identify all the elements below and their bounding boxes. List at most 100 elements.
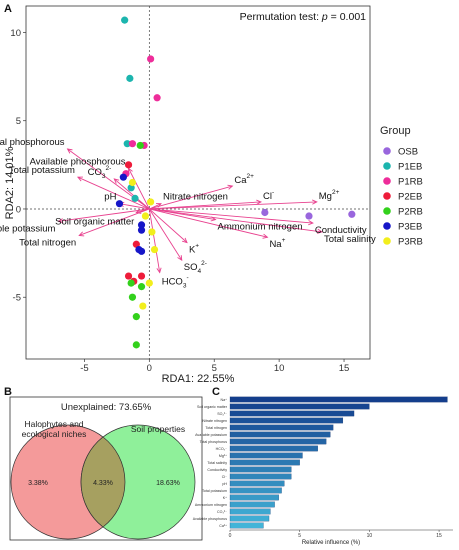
- vector-arrow: [148, 208, 161, 273]
- influence-bar: [229, 480, 285, 487]
- sample-point: [115, 200, 124, 208]
- rda-plot-frame: [25, 5, 371, 360]
- venn-value-soil-only: 18.63%: [156, 480, 180, 487]
- bar-category-label: Na⁺: [221, 398, 228, 402]
- venn-set-label-soil: Soil properties: [131, 424, 185, 434]
- vector-arrow: [149, 208, 313, 224]
- legend-swatch: [383, 207, 391, 215]
- sample-point: [148, 228, 156, 236]
- sample-point: [124, 161, 133, 169]
- influence-bar: [229, 438, 327, 445]
- sample-point: [126, 74, 134, 82]
- vector-arrow: [149, 201, 317, 210]
- bar-x-tick-label: 0: [229, 533, 232, 539]
- bar-items: Na⁺ Soil organic matter SO₄²⁻ Nitrate nitro…: [193, 396, 448, 529]
- vector-label: Total potassium: [9, 165, 75, 176]
- sample-point: [305, 212, 313, 220]
- sample-point: [261, 208, 269, 217]
- rda-vectors: [57, 148, 323, 274]
- vector-label: HCO3-: [162, 275, 189, 290]
- bar-category-label: Total potassium: [202, 489, 227, 493]
- vector-arrowhead: [177, 255, 183, 262]
- vector-label: Total phosphorous: [0, 137, 65, 148]
- vector-label: CO32-: [88, 165, 112, 180]
- bar-category-label: Conductivity: [207, 468, 227, 472]
- sample-point: [128, 140, 137, 148]
- vector-arrow: [128, 168, 150, 210]
- influence-bar: [229, 487, 282, 494]
- influence-bar: [229, 508, 271, 515]
- vector-arrow: [79, 208, 150, 236]
- bar-category-label: HCO₃⁻: [216, 447, 227, 451]
- vector-label: Soil organic matter: [55, 217, 134, 228]
- bar-x-tick-label: 15: [436, 533, 442, 539]
- vector-arrowhead: [182, 237, 188, 244]
- influence-bar: [229, 473, 292, 480]
- vector-label: Nitrate nitrogen: [163, 192, 228, 203]
- rda-x-axis-label: RDA1: 22.55%: [162, 373, 235, 385]
- vector-arrowhead: [227, 184, 234, 190]
- influence-bar: [229, 466, 292, 473]
- sample-point: [128, 178, 137, 187]
- vector-arrow: [149, 208, 188, 243]
- legend-entry: P3EB: [398, 221, 422, 232]
- sample-point: [141, 212, 150, 220]
- y-tick-label: 0: [16, 204, 21, 215]
- legend-swatch: [383, 222, 391, 230]
- bar-category-label: pH: [222, 482, 227, 486]
- bar-category-label: Nitrate nitrogen: [202, 419, 227, 423]
- vector-label: Na+: [269, 237, 285, 250]
- vector-arrow: [77, 176, 150, 210]
- x-tick-label: 10: [274, 363, 285, 374]
- vector-arrowhead: [156, 267, 162, 274]
- panel-c-label: C: [212, 386, 220, 398]
- sample-point: [132, 313, 140, 321]
- influence-bar: [229, 494, 279, 501]
- venn-diagram: Unexplained: 73.65% Halophytes and ecolog…: [9, 396, 203, 541]
- vector-arrowhead: [113, 178, 120, 184]
- vector-label: Mg2+: [319, 189, 340, 202]
- vector-arrowhead: [308, 220, 314, 226]
- sample-point: [124, 272, 133, 280]
- sample-point: [123, 140, 131, 148]
- vector-arrowhead: [317, 228, 323, 234]
- venn-frame: [9, 396, 203, 541]
- sample-point: [137, 283, 146, 291]
- sample-point: [132, 341, 140, 349]
- vector-label: Ca2+: [234, 173, 254, 186]
- legend-entry: P3RB: [398, 236, 423, 247]
- vector-label: Cl-: [263, 189, 274, 202]
- vector-arrow: [149, 185, 233, 210]
- y-tick-label: 5: [16, 116, 21, 127]
- vector-arrow: [148, 208, 183, 261]
- legend-swatch: [383, 237, 391, 245]
- venn-intersection: [80, 436, 126, 528]
- vector-arrowhead: [78, 231, 85, 237]
- bar-category-label: Cl⁻: [222, 475, 227, 479]
- influence-bar: [229, 410, 355, 417]
- venn-value-halophytes-only: 3.38%: [28, 480, 48, 487]
- vector-label: Available phosphorous: [30, 156, 126, 167]
- bar-category-label: CO₃²⁻: [217, 510, 227, 514]
- legend-entry: P2EB: [398, 191, 422, 202]
- y-tick-label: 10: [10, 28, 21, 39]
- bar-category-label: Ca²⁺: [219, 524, 227, 528]
- vector-arrowhead: [76, 176, 83, 182]
- bar-x-tick-label: 10: [367, 533, 373, 539]
- sample-point: [150, 245, 159, 254]
- vector-arrowhead: [66, 148, 73, 154]
- sample-point: [119, 173, 127, 181]
- sample-point: [139, 302, 147, 310]
- bar-category-label: Available phosphorus: [193, 517, 228, 521]
- bar-x-axis-label: Relative influence (%): [302, 540, 360, 546]
- sample-point: [128, 293, 137, 301]
- influence-bar: [229, 431, 331, 438]
- vector-arrow: [119, 203, 150, 210]
- legend-swatch: [383, 162, 391, 170]
- vector-label: Total salinity: [324, 234, 376, 245]
- sample-point: [121, 16, 129, 24]
- bar-x-axis: 0 5 10 15: [229, 529, 453, 539]
- rda-points: [115, 16, 356, 349]
- vector-arrow: [149, 208, 268, 238]
